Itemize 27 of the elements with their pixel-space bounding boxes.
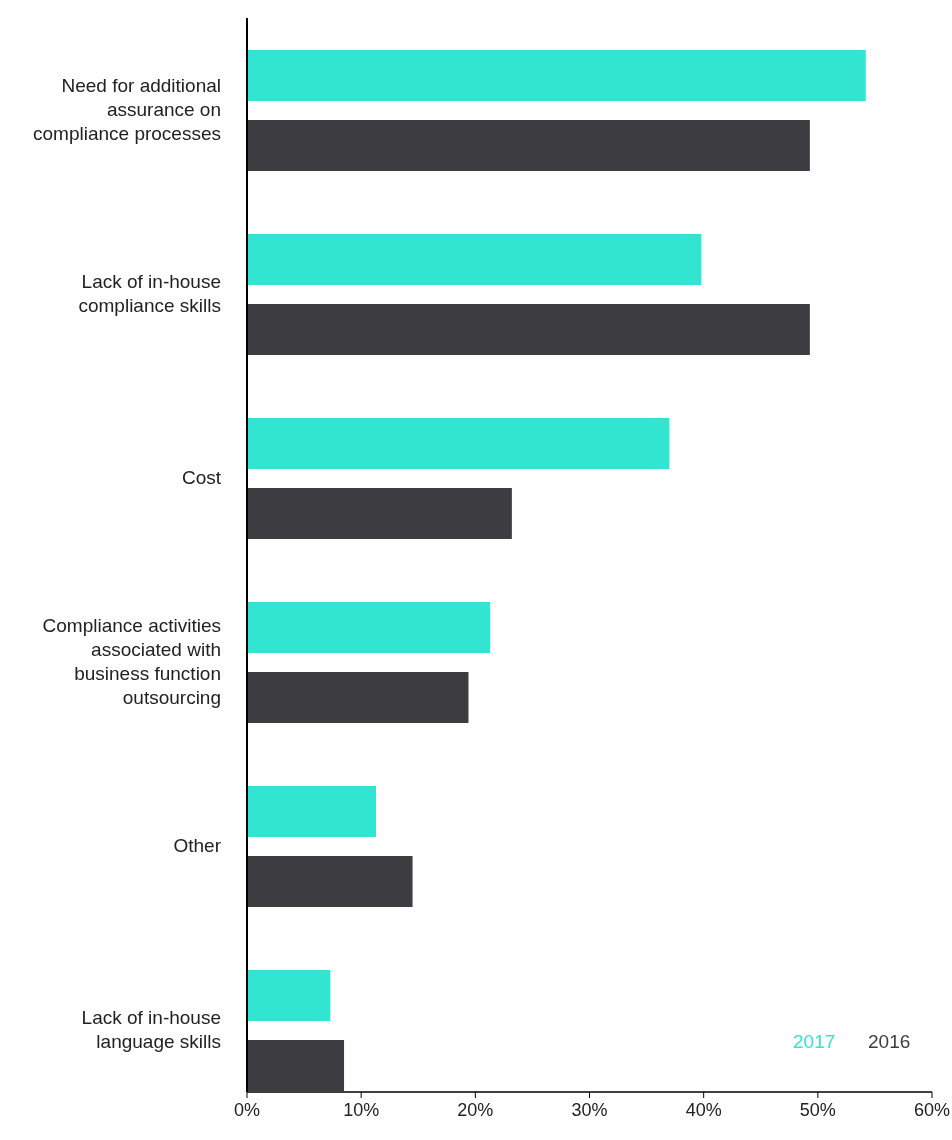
x-tick-label: 20% bbox=[457, 1100, 494, 1120]
x-tick-label: 10% bbox=[343, 1100, 380, 1120]
bar bbox=[247, 50, 866, 101]
x-tick-label: 40% bbox=[685, 1100, 722, 1120]
bar bbox=[247, 856, 413, 907]
text: 2017 bbox=[793, 1031, 836, 1052]
bar bbox=[247, 418, 670, 469]
x-tick-label: 50% bbox=[799, 1100, 836, 1120]
bar bbox=[247, 304, 810, 355]
bar bbox=[247, 234, 702, 285]
bar bbox=[247, 970, 331, 1021]
y-tick-label: Need for additional assurance on compliance processes bbox=[33, 74, 221, 144]
bar bbox=[247, 1040, 345, 1091]
bar bbox=[247, 672, 469, 723]
y-tick-label: Cost bbox=[181, 466, 222, 488]
y-tick-label: Lack of in-house compliance skills bbox=[78, 270, 221, 316]
text: 2016 bbox=[868, 1031, 911, 1052]
bar bbox=[247, 120, 810, 171]
y-tick-label: Compliance activities associated with business function outsourcing bbox=[42, 614, 221, 708]
y-tick-label: Other bbox=[173, 834, 222, 856]
bar bbox=[247, 602, 491, 653]
y-tick-label: Lack of in-house language skills bbox=[81, 1006, 221, 1052]
x-tick-label: 30% bbox=[571, 1100, 608, 1120]
x-tick-label: 0% bbox=[233, 1100, 261, 1120]
bar bbox=[247, 488, 512, 539]
x-tick-label: 60% bbox=[913, 1100, 951, 1120]
bar bbox=[247, 786, 377, 837]
